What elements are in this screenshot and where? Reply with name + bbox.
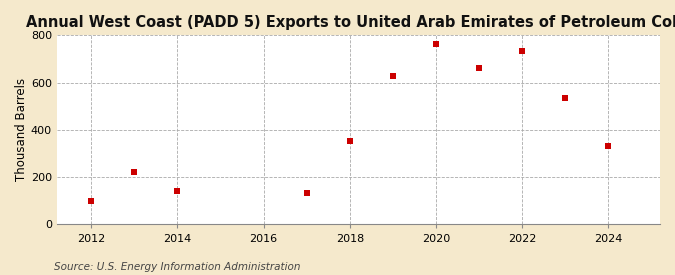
Point: [172, 189, 183, 194]
Point: [387, 73, 398, 78]
Point: [517, 48, 528, 53]
Point: [474, 66, 485, 71]
Point: [129, 170, 140, 175]
Title: Annual West Coast (PADD 5) Exports to United Arab Emirates of Petroleum Coke: Annual West Coast (PADD 5) Exports to Un…: [26, 15, 675, 30]
Text: Source: U.S. Energy Information Administration: Source: U.S. Energy Information Administ…: [54, 262, 300, 272]
Point: [431, 42, 441, 46]
Point: [86, 199, 97, 203]
Y-axis label: Thousand Barrels: Thousand Barrels: [15, 78, 28, 182]
Point: [560, 96, 570, 100]
Point: [603, 144, 614, 149]
Point: [344, 138, 355, 143]
Point: [301, 190, 312, 195]
